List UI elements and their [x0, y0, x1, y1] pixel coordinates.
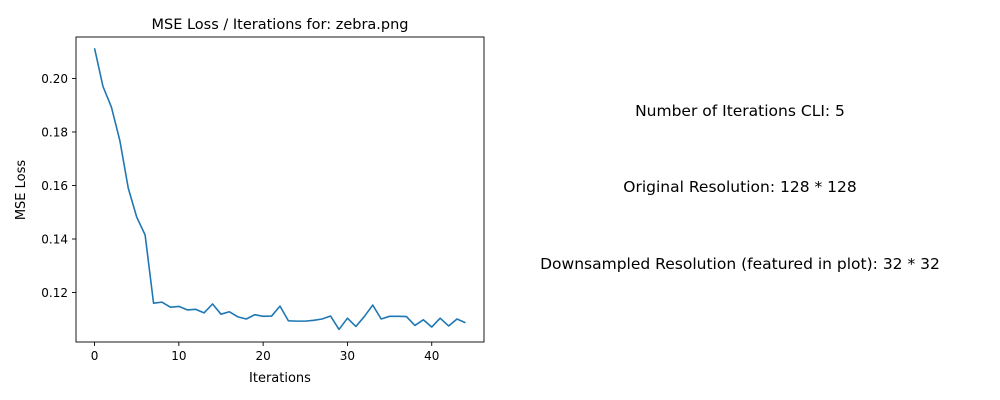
downsampled-resolution-text: Downsampled Resolution (featured in plot… — [540, 255, 940, 273]
x-tick-label: 40 — [424, 349, 439, 363]
x-tick-label: 30 — [340, 349, 355, 363]
x-axis-label: Iterations — [249, 371, 311, 386]
y-tick-label: 0.16 — [41, 179, 68, 193]
original-resolution-text: Original Resolution: 128 * 128 — [623, 178, 857, 196]
y-tick-label: 0.14 — [41, 232, 68, 246]
iterations-cli-text: Number of Iterations CLI: 5 — [635, 102, 845, 120]
y-tick-label: 0.18 — [41, 125, 68, 139]
chart-title: MSE Loss / Iterations for: zebra.png — [151, 17, 408, 33]
x-tick-label: 0 — [91, 349, 99, 363]
y-tick-label: 0.12 — [41, 286, 68, 300]
plot-axes: 0 10 20 30 40 0.12 0.14 0.16 0.18 0.20 — [41, 36, 485, 363]
y-axis-label: MSE Loss — [14, 160, 29, 221]
x-tick-label: 20 — [255, 349, 270, 363]
x-tick-label: 10 — [171, 349, 186, 363]
series-line-0 — [93, 48, 466, 331]
plot-frame — [75, 36, 485, 343]
y-tick-label: 0.20 — [41, 72, 68, 86]
